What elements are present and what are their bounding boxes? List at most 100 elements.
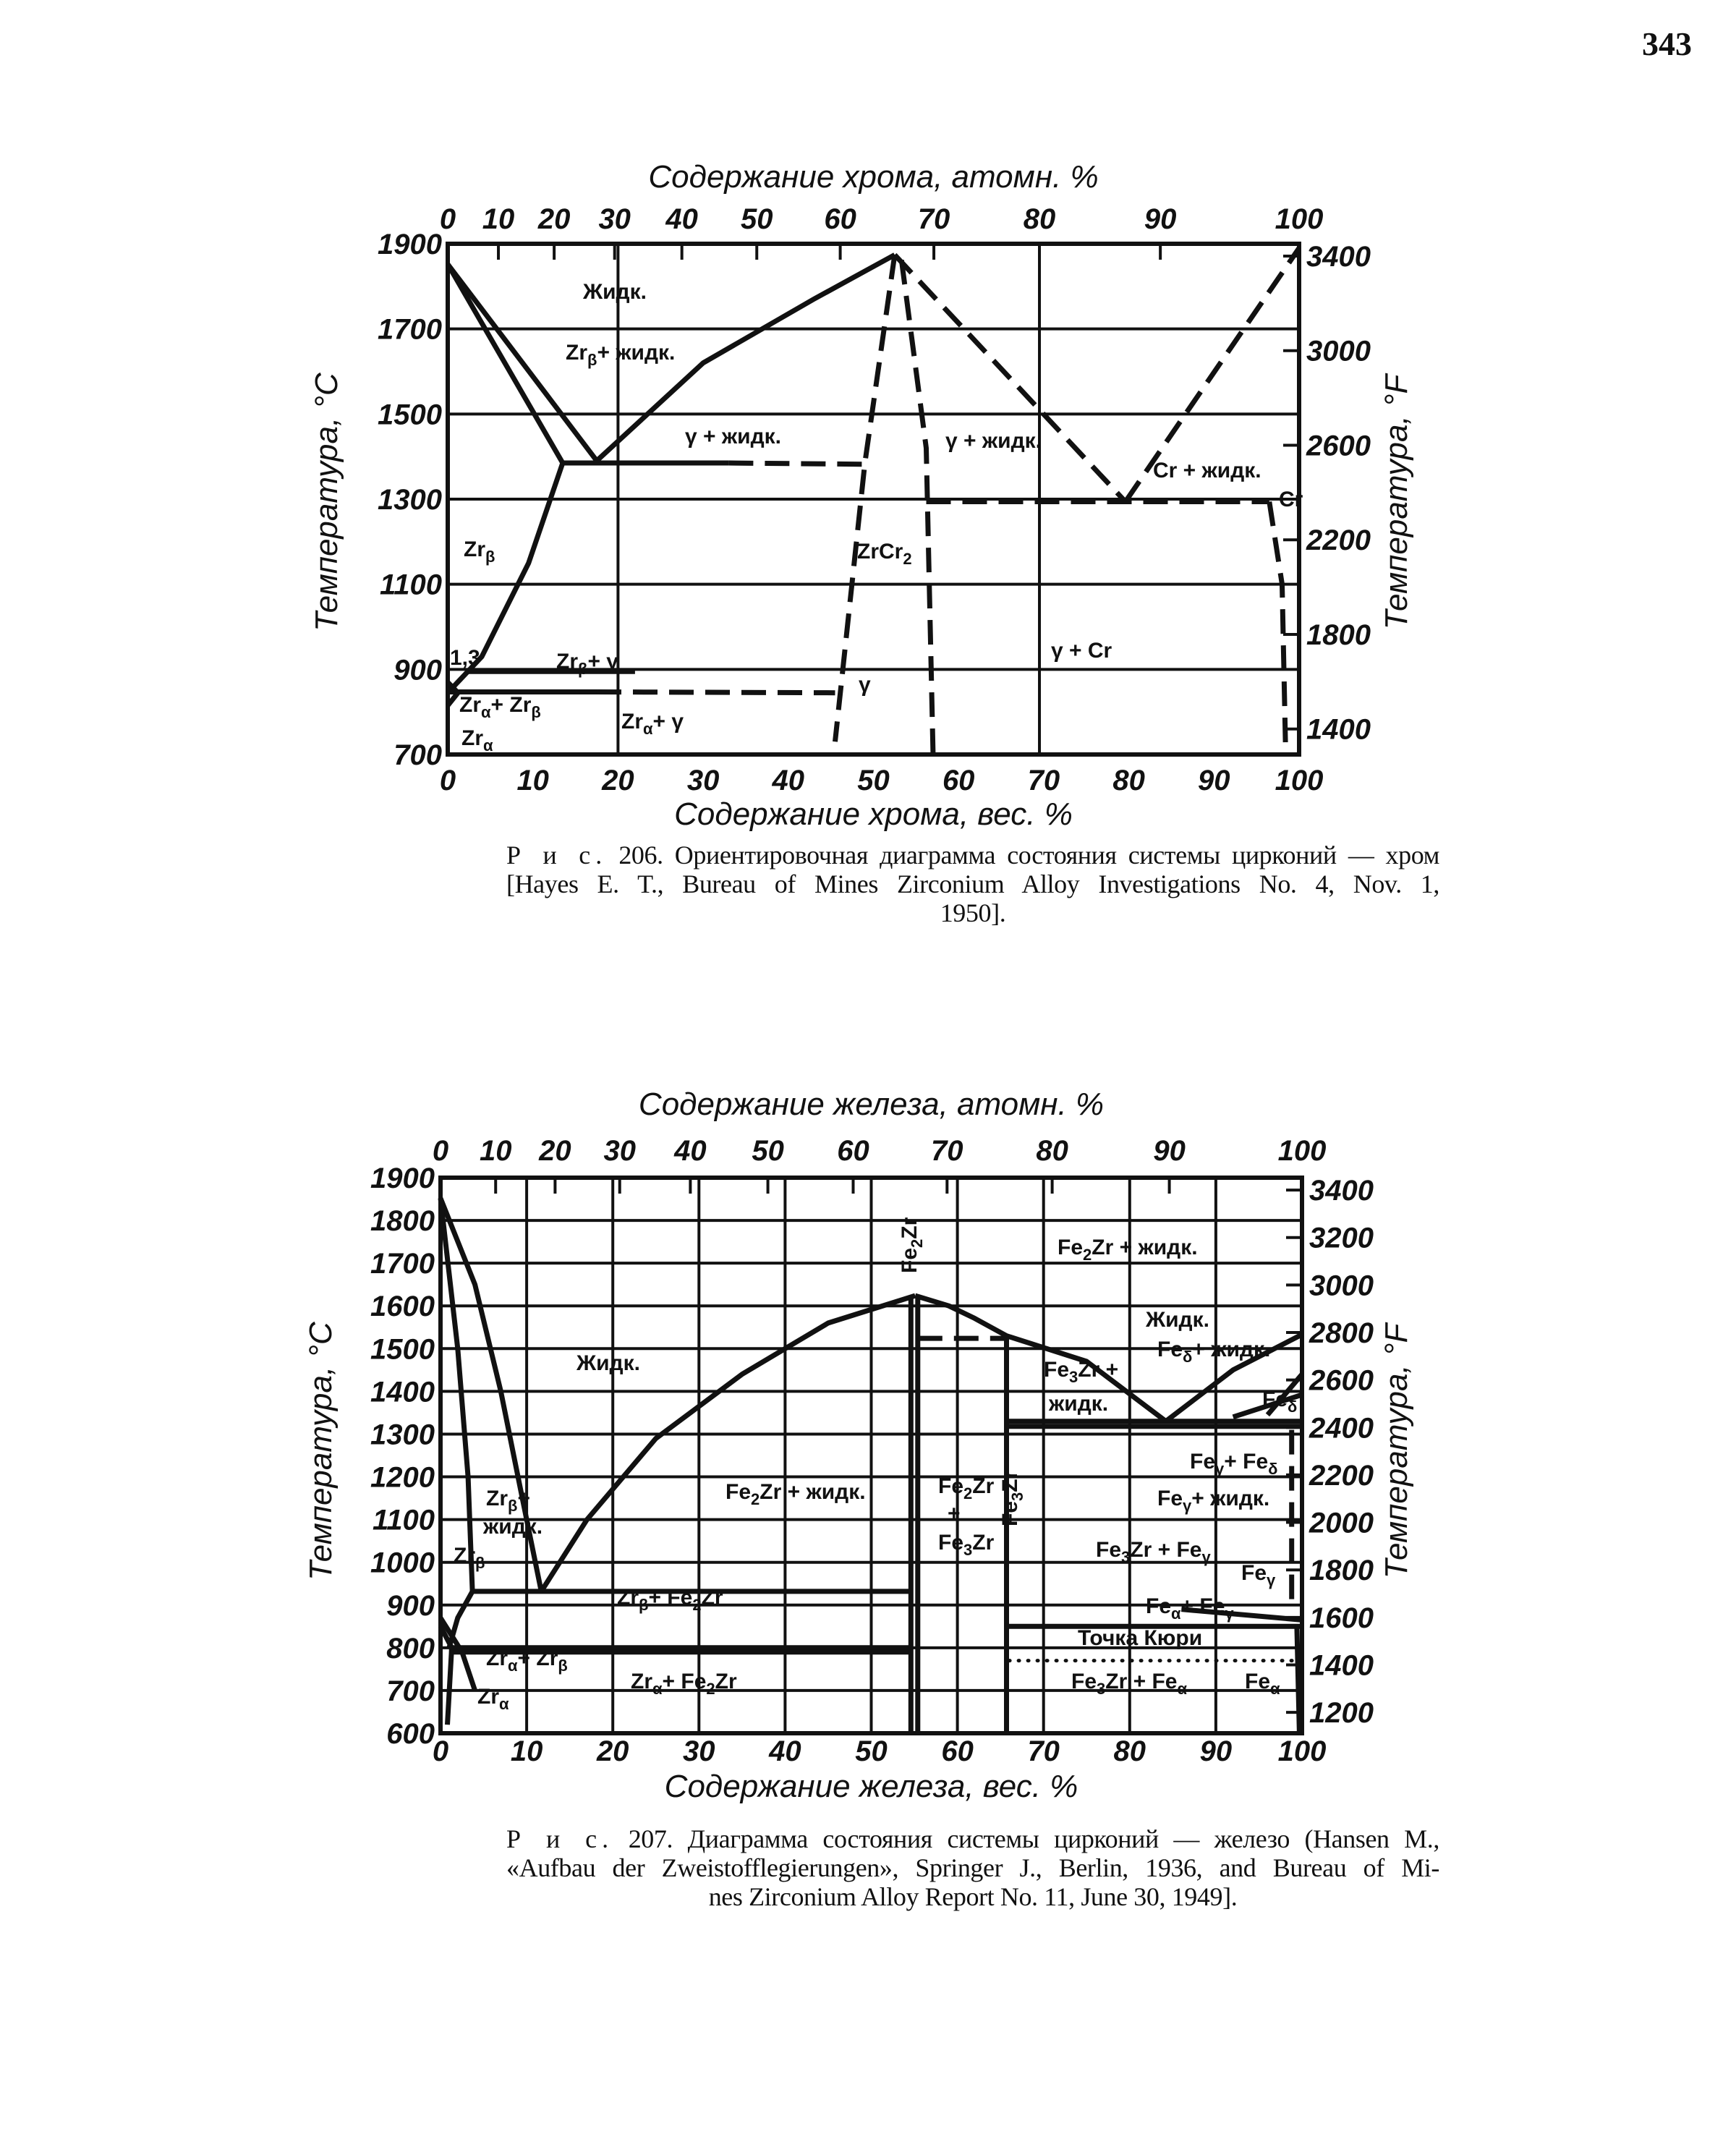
y-tick-label: 1100 [380,569,442,601]
label-text: Zr [702,1586,723,1610]
label-text: + Fe [1181,1594,1225,1618]
caption-line: [Hayes E. T., Bureau of Mines Zirconium … [506,870,1439,898]
figure-206-zr-cr-diagram: 0 10 20 30 40 50 60 70 80 90 100 0 10 20 30 40 50 60 70 80 9… [309,159,1414,832]
phase-line-fe-alpha-boundary [1294,1626,1302,1734]
label-subscript: 2 [706,1680,715,1698]
x-tick-label: 80 [1114,1735,1146,1767]
y2-axis-title: Температура, °F [1379,373,1414,630]
x2-tick-label: 0 [433,1135,448,1167]
label-text: Zr [556,650,578,673]
label-text: жидк. [1048,1392,1108,1416]
label-subscript: 3 [1069,1368,1078,1386]
phase-region-label: Zrβ+ [486,1487,530,1515]
label-text: + жидк. [597,341,675,365]
label-text: γ + жидк. [685,425,781,449]
label-subscript: 2 [692,1596,701,1614]
phase-region-label: Fe3Zr [998,1470,1026,1526]
phase-region-label: Zrα [461,726,493,754]
y-tick-label: 700 [393,739,442,771]
label-subscript: α [652,1680,663,1698]
x-tick-label: 90 [1198,765,1230,796]
y-tick-label: 1900 [370,1162,435,1194]
y2-tick-label: 1400 [1309,1649,1374,1681]
phase-region-label: Fe3Zr + [1044,1358,1118,1386]
phase-region-label: γ + жидк. [945,429,1042,453]
phase-region-label: Fe3Zr + Feα [1071,1670,1187,1698]
caption-prefix: Р и с. [506,841,608,870]
x-tick-label: 100 [1278,1735,1327,1767]
label-text: Zr [998,1470,1022,1492]
label-subscript: α [499,1695,509,1713]
x-tick-label: 70 [1027,1735,1060,1767]
plot-frame [446,242,1301,757]
y-tick-label: 700 [386,1675,435,1707]
phase-region-label: Zrα [477,1685,509,1713]
caption-line: Р и с. 207. Диаграмма состояния системы … [506,1824,1439,1853]
y-tick-label: 1300 [370,1419,435,1450]
x2-tick-label: 40 [673,1135,707,1167]
label-subscript: γ [1267,1571,1276,1589]
label-text: Cr [1279,488,1303,511]
phase-region-label: Zrβ [464,537,495,566]
phase-region-label: Feδ [1262,1387,1297,1416]
phase-region-label: 1,3 [450,646,480,670]
phase-line-eutectic-zr-zrcr2-dashed [728,460,865,467]
label-text: Cr + жидк. [1153,459,1261,483]
label-text: Fe [1157,1338,1183,1361]
label-text: Fe [998,1501,1022,1526]
y-tick-label: 1200 [370,1462,435,1494]
phase-line-zra-boundary [446,680,461,707]
figure-207-caption: Р и с. 207. Диаграмма состояния системы … [506,1824,1439,1911]
phase-region-label: Fe2Zr + жидк. [1058,1236,1198,1264]
x2-axis-title: Содержание железа, атомн. % [639,1087,1104,1122]
label-text: Zr [972,1474,994,1498]
figure-206-caption: Р и с. 206. Ориентировочная диаграмма со… [506,841,1439,927]
label-text: + [517,1487,530,1510]
label-subscript: β [485,548,495,566]
y-axis-title: Температура, °С [309,372,344,632]
label-subscript: γ [1201,1548,1211,1566]
label-text: Zr [617,1586,639,1610]
x-tick-label: 60 [941,1735,974,1767]
label-text: + жидк. [1191,1487,1269,1510]
x-tick-label: 40 [768,1735,801,1767]
label-text: Zr [461,726,483,750]
x2-tick-label: 50 [741,203,773,235]
label-text: + [948,1502,961,1526]
phase-region-label: γ + жидк. [685,425,781,449]
label-text: Fe [1190,1450,1215,1474]
label-subscript: 3 [1008,1492,1026,1501]
x2-tick-label: 80 [1036,1135,1068,1167]
label-text: Zr [477,1685,499,1709]
phase-region-label: ZrCr2 [857,540,912,568]
phase-line-cr-solvus [1267,501,1288,747]
label-text: + Fe [648,1586,692,1610]
label-subscript: β [578,660,587,678]
phase-line-solidus-zr [445,263,565,464]
phase-line-zra-boundary [438,1616,477,1692]
phase-region-label: Zrα+ Zrβ [459,693,541,721]
label-text: Fe [1096,1538,1121,1562]
phase-region-label: Точка Кюри [1078,1626,1202,1650]
x2-axis-title: Содержание хрома, атомн. % [648,159,1098,195]
label-text: Zr + Fe [1130,1538,1201,1562]
phase-line-alpha-gamma-slant [1180,1607,1303,1623]
x-tick-label: 0 [433,1735,448,1767]
label-text: Zr + жидк. [1092,1236,1197,1259]
label-subscript: γ [1225,1604,1234,1623]
x-axis-title: Содержание железа, вес. % [665,1769,1078,1804]
label-subscript: 2 [903,550,911,568]
label-text: Fe [1071,1670,1097,1693]
label-text: жидк. [482,1515,542,1539]
x2-tick-label: 20 [538,1135,571,1167]
label-text: Fe [1146,1594,1171,1618]
label-text: + Zr [518,1646,558,1670]
phase-region-label: γ + Cr [1051,639,1112,663]
caption-line: nes Zirconium Alloy Report No. 11, June … [708,1882,1238,1911]
y-tick-label: 1100 [373,1505,435,1536]
y-tick-label: 900 [386,1590,435,1622]
phase-region-label: Zrβ+ γ [556,650,618,678]
phase-region-label: Cr + жидк. [1153,459,1261,483]
label-text: Zr [459,693,481,717]
y2-tick-label: 2200 [1309,1460,1374,1492]
